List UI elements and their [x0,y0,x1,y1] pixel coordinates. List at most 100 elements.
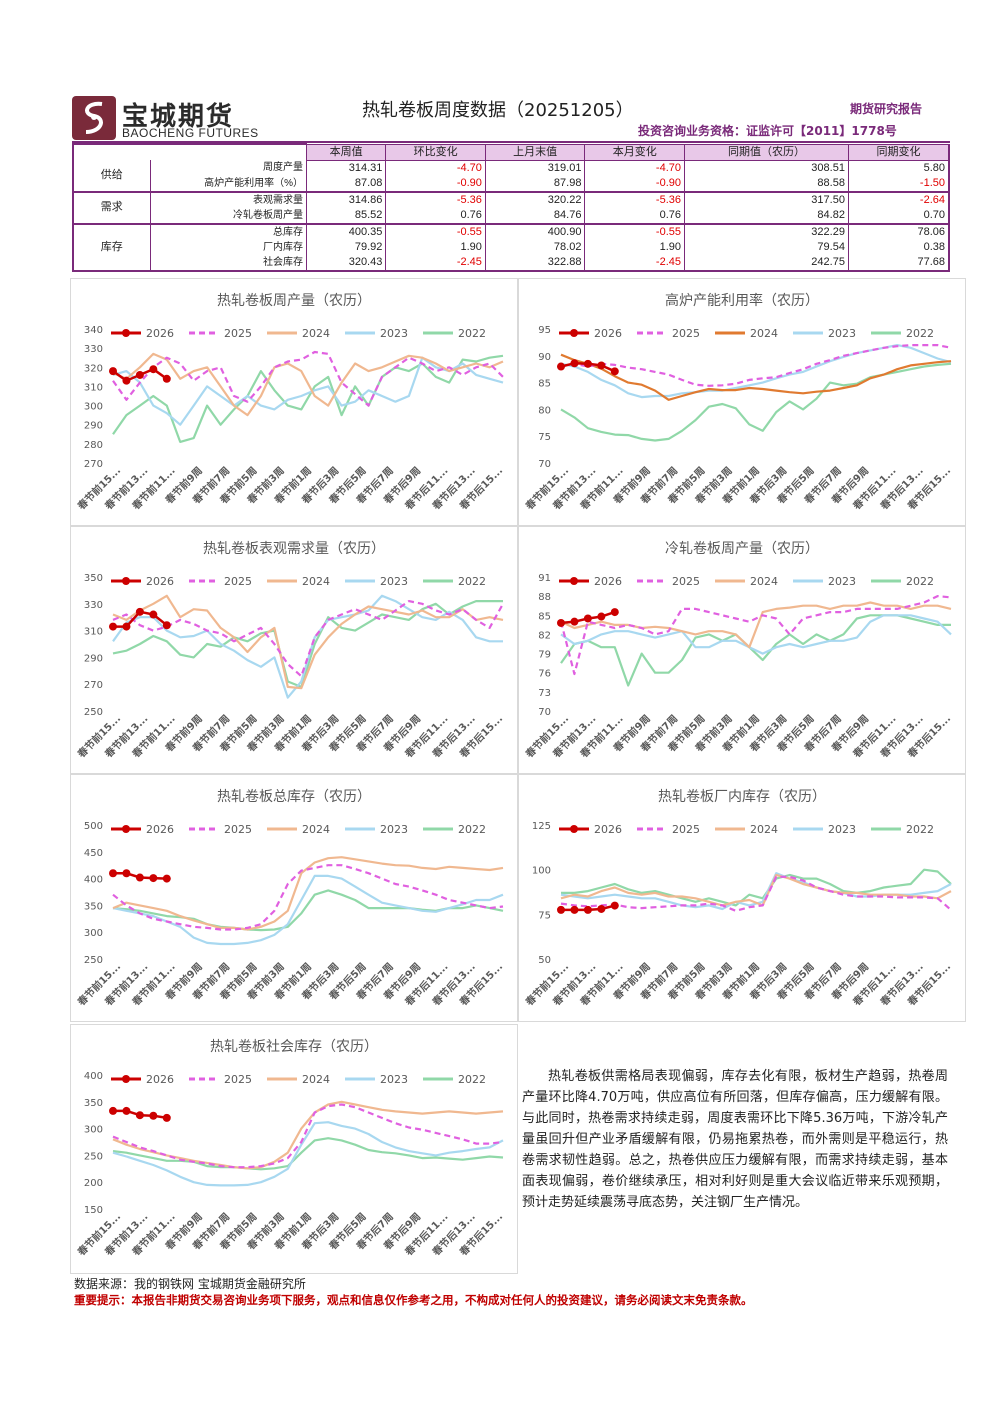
y-tick-label: 100 [532,866,551,877]
data-point-2026 [122,376,131,385]
data-point-2026 [162,1113,171,1122]
table-group-label: 库存 [72,223,151,272]
data-point-2026 [122,1106,131,1115]
y-tick-label: 290 [84,653,103,664]
table-row: 库存 总库存 400.35 -0.55 400.90 -0.55 322.29 78.06 [72,223,950,272]
legend-label: 2022 [906,823,934,836]
data-point-2026 [135,873,144,882]
legend-item: 2025 [189,575,252,588]
series-line-2022 [561,868,952,907]
y-tick-label: 75 [538,910,551,921]
table-row: 需求 表观需求量 314.86 -5.36 320.22 -5.36 317.50 -2.64 [72,191,950,225]
legend-label: 2025 [224,1073,252,1086]
y-tick-label: 300 [84,928,103,939]
legend-item: 2026 [111,823,174,836]
y-tick-label: 300 [84,1125,103,1136]
chart-plant-inventory-svg: 热轧卷板厂内库存（农历） 2026 2025 2024 2023 2022 50 75 100 1… [523,789,953,1008]
y-tick-label: 250 [84,955,103,966]
legend-label: 2026 [146,1073,174,1086]
legend-item: 2026 [111,575,174,588]
legend-item: 2025 [637,575,700,588]
legend-label: 2022 [906,575,934,588]
legend-label: 2024 [750,575,778,588]
series-line-2025 [560,875,952,912]
header-divider [72,141,950,143]
chart-panel-utilization: 高炉产能利用率（农历） 2026 2025 2024 2023 2022 70 75 80 85 9… [518,278,966,526]
chart-title: 冷轧卷板周产量（农历） [665,541,819,557]
table-cell: 79.92 [305,239,387,255]
chart-apparent-demand-svg: 热轧卷板表观需求量（农历） 2026 2025 2024 2023 2022 250 270 2… [75,541,505,760]
data-point-2026 [162,374,171,383]
legend-item: 2024 [715,823,778,836]
y-tick-label: 150 [84,1205,103,1216]
data-point-2026 [610,901,619,910]
data-point-2026 [135,370,144,379]
legend-label: 2026 [146,327,174,340]
series-line-2024 [112,1100,504,1170]
col-header: 本周值 [305,143,387,161]
y-tick-label: 330 [84,344,103,355]
legend-label: 2022 [906,327,934,340]
legend-label: 2025 [224,823,252,836]
table-row-label: 表观需求量 [150,191,307,208]
col-header: 同期值（农历） [684,143,849,161]
table-cell: 400.35 [305,223,387,240]
legend-item: 2023 [793,575,856,588]
table-cell: -0.55 [584,223,685,240]
legend-label: 2026 [594,575,622,588]
data-source: 数据来源：我的钢铁网 宝城期货金融研究所 [74,1277,306,1291]
legend-label: 2024 [302,327,330,340]
legend-item: 2026 [111,1073,174,1086]
legend-item: 2022 [423,823,486,836]
series-line-2025 [112,599,504,678]
col-header: 环比变化 [385,143,486,161]
chart-title: 热轧卷板厂内库存（农历） [658,789,826,805]
legend-item: 2024 [715,575,778,588]
y-tick-label: 290 [84,421,103,432]
data-point-2026 [597,904,606,913]
table-cell: 0.76 [584,207,685,225]
data-point-2026 [570,359,579,368]
table-cell: 78.06 [847,223,950,240]
chart-panel-cold-rolled: 冷轧卷板周产量（农历） 2026 2025 2024 2023 2022 70 73 76 79 8… [518,526,966,774]
y-tick-label: 50 [538,955,551,966]
table-cell: -0.55 [385,223,486,240]
series-line-2024 [560,873,952,907]
data-point-2026 [149,1111,158,1120]
legend-label: 2026 [594,823,622,836]
chart-panel-production: 热轧卷板周产量（农历） 2026 2025 2024 2023 2022 270 280 290… [70,278,518,526]
table-cell: 1.90 [385,239,486,255]
table-cell: 84.82 [684,207,849,225]
legend-label: 2026 [594,327,622,340]
table-row: 冷轧卷板周产量 85.52 0.76 84.76 0.76 84.82 0.70 [73,207,950,225]
table-cell: 308.51 [684,160,849,176]
data-point-2026 [135,1111,144,1120]
data-point-2026 [109,367,117,376]
col-header: 同期变化 [847,143,950,161]
legend-item: 2025 [189,327,252,340]
table-corner [72,143,150,160]
legend-item: 2023 [345,1073,408,1086]
y-tick-label: 85 [538,611,551,622]
y-tick-label: 70 [538,707,551,718]
series-line-2025 [559,594,952,676]
y-tick-label: 400 [84,875,103,886]
table-row: 社会库存 320.43 -2.45 322.88 -2.45 242.75 77.68 [73,254,950,272]
data-point-2026 [583,905,592,914]
y-tick-label: 82 [538,630,551,641]
y-tick-label: 125 [532,821,551,832]
legend-label: 2023 [828,575,856,588]
y-tick-label: 330 [84,600,103,611]
table-header-row: 本周值 环比变化 上月末值 本月变化 同期值（农历） 同期变化 [72,143,950,161]
series-line-2025 [112,1103,504,1169]
legend-label: 2025 [672,823,700,836]
y-tick-label: 310 [84,627,103,638]
table-cell: 88.58 [684,175,849,193]
y-tick-label: 95 [538,325,551,336]
legend-item: 2026 [559,327,622,340]
series-line-2023 [560,614,952,655]
legend-label: 2023 [828,823,856,836]
y-tick-label: 200 [84,1178,103,1189]
legend-label: 2025 [224,327,252,340]
legend-item: 2023 [793,823,856,836]
